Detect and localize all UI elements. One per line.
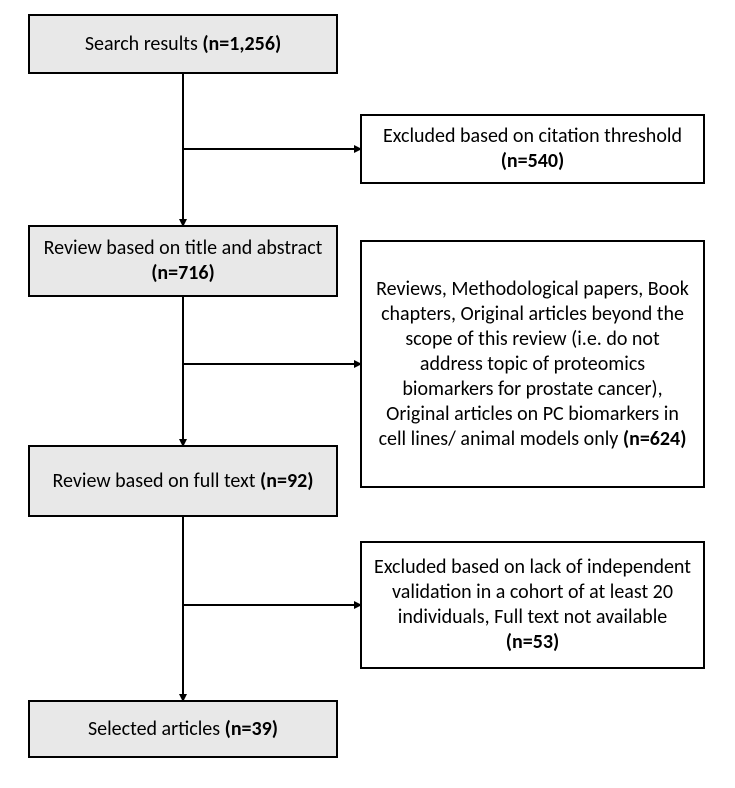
flow-node-n2: Review based on title and abstract (n=71… xyxy=(28,225,338,297)
flow-node-text: Search results (n=1,256) xyxy=(85,32,281,57)
flow-node-text: Reviews, Methodological papers, Book cha… xyxy=(374,277,691,452)
flow-node-text: Review based on full text (n=92) xyxy=(53,469,314,494)
flow-node-n4: Selected articles (n=39) xyxy=(28,700,338,758)
flow-node-s2: Reviews, Methodological papers, Book cha… xyxy=(360,240,705,488)
flow-node-s3: Excluded based on lack of independent va… xyxy=(360,541,705,669)
flow-node-s1: Excluded based on citation threshold (n=… xyxy=(360,114,705,184)
flow-node-text: Excluded based on citation threshold (n=… xyxy=(374,124,691,174)
flow-node-text: Selected articles (n=39) xyxy=(88,717,278,742)
flow-node-n1: Search results (n=1,256) xyxy=(28,14,338,74)
flowchart-canvas: Search results (n=1,256) Excluded based o… xyxy=(0,0,735,788)
flow-node-text: Excluded based on lack of independent va… xyxy=(374,555,691,655)
flow-node-n3: Review based on full text (n=92) xyxy=(28,445,338,517)
flow-node-text: Review based on title and abstract (n=71… xyxy=(42,236,324,286)
